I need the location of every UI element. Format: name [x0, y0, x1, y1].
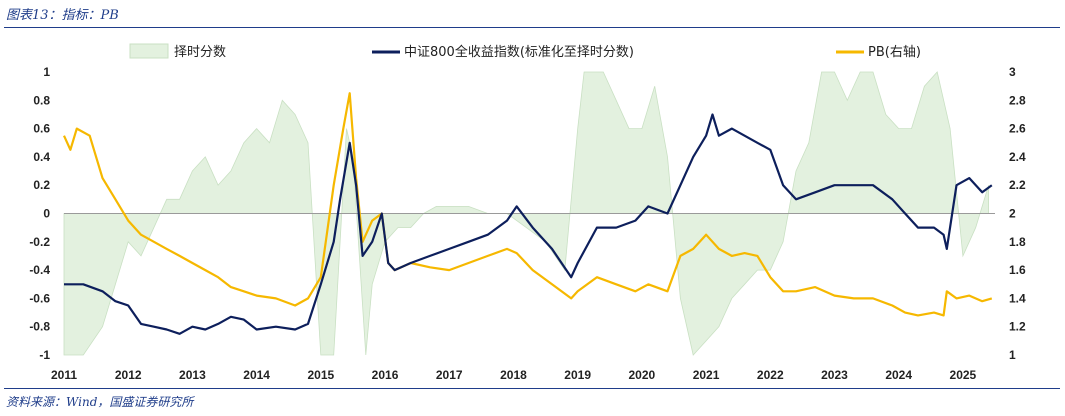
x-tick-label: 2021 [693, 368, 720, 382]
y-left-tick-label: -1 [39, 348, 50, 362]
y-left-tick-label: 0 [43, 207, 50, 221]
axes: 1 0.8 0.6 0.4 0.2 0 -0.2 -0.4 -0.6 -0.8 -1 3 2.8 2.6 2… [29, 65, 1026, 382]
y-left-tick-label: 0.4 [33, 150, 50, 164]
x-tick-label: 2013 [179, 368, 206, 382]
source-note: 资料来源：Wind，国盛证券研究所 [6, 395, 194, 409]
y-right-tick-label: 2.4 [1009, 150, 1026, 164]
x-tick-label: 2016 [372, 368, 399, 382]
y-left-tick-label: -0.6 [29, 291, 50, 305]
y-left-tick-label: 0.8 [33, 93, 50, 107]
legend-label-csi800: 中证800全收益指数(标准化至择时分数) [404, 44, 634, 60]
bottom-rule [4, 388, 1060, 389]
x-tick-label: 2024 [885, 368, 912, 382]
y-right-tick-label: 1.8 [1009, 235, 1026, 249]
legend-label-timing-score: 择时分数 [174, 45, 226, 60]
y-right-tick-label: 2 [1009, 207, 1016, 221]
y-left-tick-label: 0.2 [33, 178, 50, 192]
y-left-tick-label: 1 [43, 65, 50, 79]
x-tick-label: 2012 [115, 368, 142, 382]
x-tick-label: 2014 [243, 368, 270, 382]
y-right-tick-label: 1.2 [1009, 320, 1026, 334]
y-left-tick-label: -0.8 [29, 320, 50, 334]
y-left-tick-label: -0.4 [29, 263, 50, 277]
x-tick-label: 2023 [821, 368, 848, 382]
csi800-line [64, 113, 993, 335]
x-tick-label: 2015 [307, 368, 334, 382]
legend: 择时分数 中证800全收益指数(标准化至择时分数) PB(右轴) [129, 43, 921, 60]
y-right-tick-label: 1.6 [1009, 263, 1026, 277]
y-left-tick-label: 0.6 [33, 122, 50, 136]
x-tick-label: 2011 [51, 368, 77, 382]
y-right-tick-label: 2.8 [1009, 93, 1026, 107]
legend-swatch-timing-score [129, 43, 169, 59]
y-left-tick-label: -0.2 [29, 235, 50, 249]
x-tick-label: 2020 [629, 368, 656, 382]
y-right-tick-label: 2.2 [1009, 178, 1026, 192]
x-tick-label: 2025 [950, 368, 977, 382]
top-rule [4, 27, 1060, 28]
figure-title: 图表13：指标：PB [6, 8, 119, 23]
x-tick-label: 2017 [436, 368, 463, 382]
x-tick-label: 2019 [564, 368, 591, 382]
pb-timing-chart: 择时分数 中证800全收益指数(标准化至择时分数) PB(右轴) 1 0.8 0.6 0.… [29, 43, 1026, 382]
y-right-tick-label: 1 [1009, 348, 1016, 362]
plot-area [62, 71, 995, 356]
pb-line [62, 92, 993, 317]
y-right-tick-label: 2.6 [1009, 122, 1026, 136]
y-right-tick-label: 3 [1009, 65, 1016, 79]
x-tick-label: 2018 [500, 368, 527, 382]
x-tick-label: 2022 [757, 368, 784, 382]
legend-label-pb: PB(右轴) [868, 45, 921, 60]
y-right-tick-label: 1.4 [1009, 291, 1026, 305]
